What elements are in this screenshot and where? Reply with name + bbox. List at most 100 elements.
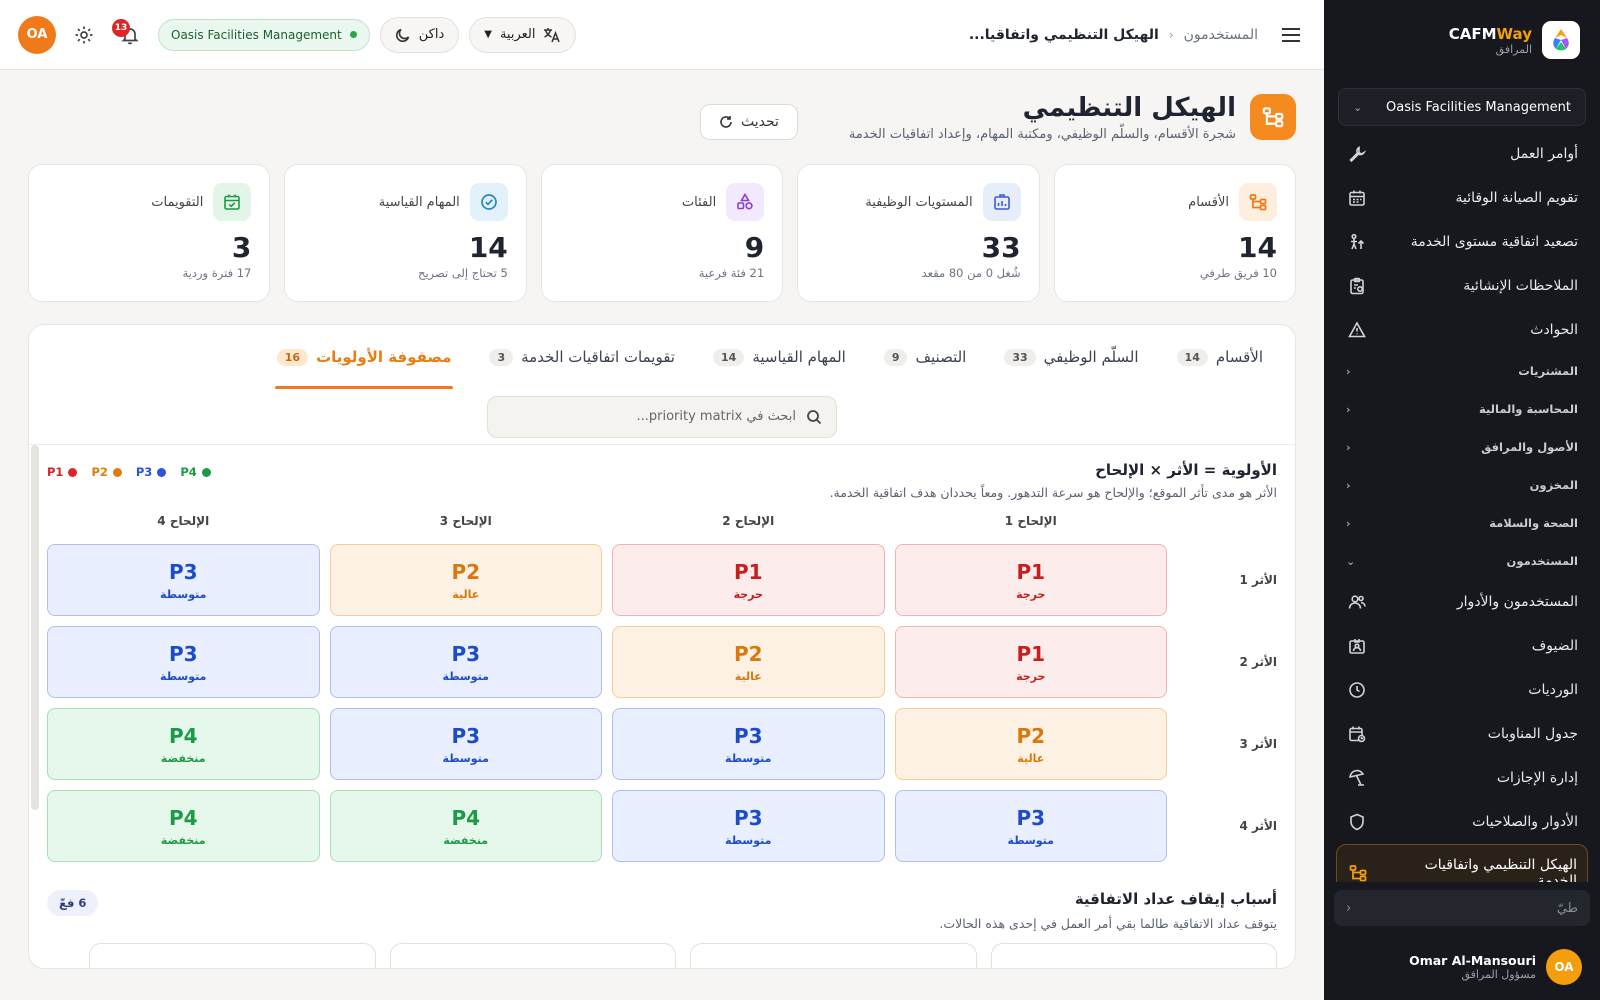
matrix-cell[interactable]: P2 عالية <box>329 544 602 616</box>
tab-5[interactable]: تقويمات اتفاقيات الخدمة 3 <box>487 325 677 389</box>
sidebar-group[interactable]: الصحة والسلامة ‹ <box>1336 504 1588 542</box>
sidebar-item-shield[interactable]: الأدوار والصلاحيات <box>1336 800 1588 844</box>
matrix-cell[interactable]: P4 منخفضة <box>47 708 320 780</box>
chevron-down-icon: ⌄ <box>1353 100 1363 114</box>
tab-2[interactable]: السلّم الوظيفي 33 <box>1002 325 1140 389</box>
refresh-button[interactable]: تحديث <box>700 104 798 140</box>
chevron-left-icon: ‹ <box>1346 364 1351 378</box>
tab-6[interactable]: مصفوفة الأولويات 16 <box>274 325 454 389</box>
guest-badge-icon <box>1346 635 1368 657</box>
moon-icon <box>395 28 410 42</box>
stat-label: التقويمات <box>151 194 204 210</box>
priority-matrix: الإلحاح 1 الإلحاح 2 الإلحاح 3 الإلحاح 4 الأث… <box>47 514 1277 862</box>
user-profile[interactable]: OA Omar Al-Mansouri مسؤول المرافق <box>1324 934 1600 1000</box>
sidebar-item-guest-badge[interactable]: الضيوف <box>1336 624 1588 668</box>
priority-code: P3 <box>1016 805 1046 830</box>
legend-dot-icon <box>112 467 122 477</box>
reasons-title: أسباب إيقاف عداد الاتفاقية <box>1074 890 1277 908</box>
matrix-cell[interactable]: P3 متوسطة <box>329 708 602 780</box>
scrollbar[interactable] <box>31 445 39 810</box>
sidebar-item-label: تقويم الصيانة الوقائية <box>1455 190 1579 206</box>
avatar[interactable]: OA <box>18 15 56 54</box>
warning-icon <box>1346 319 1368 341</box>
reason-card[interactable] <box>389 943 676 968</box>
brand-name: CAFMWay <box>1448 24 1532 43</box>
matrix-corner <box>1177 514 1277 534</box>
tab-4[interactable]: المهام القياسية 14 <box>711 325 848 389</box>
breadcrumb-parent[interactable]: المستخدمون <box>1183 26 1258 43</box>
sidebar-item-escalation[interactable]: تصعيد اتفاقية مستوى الخدمة <box>1336 220 1588 264</box>
matrix-cell[interactable]: P3 متوسطة <box>612 790 885 862</box>
breadcrumb-current: الهيكل التنظيمي واتفاقيا... <box>968 26 1159 43</box>
matrix-cell[interactable]: P3 متوسطة <box>47 544 320 616</box>
sidebar-item-clock[interactable]: الورديات <box>1336 668 1588 712</box>
tasks-icon <box>469 183 508 221</box>
sidebar-group[interactable]: المخزون ‹ <box>1336 466 1588 504</box>
matrix-cell[interactable]: P1 حرجة <box>894 544 1167 616</box>
reason-card[interactable] <box>690 943 977 968</box>
priority-level: منخفضة <box>160 751 206 765</box>
priority-level: منخفضة <box>160 833 206 847</box>
legend-dot-icon <box>201 467 211 477</box>
brand[interactable]: CAFMWay المرافق <box>1324 0 1600 80</box>
organization-select[interactable]: Oasis Facilities Management ⌄ <box>1338 88 1586 126</box>
sidebar-item-org-structure[interactable]: الهيكل التنظيمي واتفاقيات الخدمة <box>1336 844 1588 882</box>
legend-item: P3 <box>136 465 167 479</box>
tab-label: الأقسام <box>1215 348 1263 366</box>
language-select[interactable]: العربية ▼ <box>469 16 577 53</box>
sidebar-item-wrench[interactable]: أوامر العمل <box>1336 132 1588 176</box>
search-input[interactable] <box>502 409 796 424</box>
matrix-cell[interactable]: P3 متوسطة <box>894 790 1167 862</box>
matrix-column-header: الإلحاح 3 <box>439 514 492 528</box>
reasons-description: يتوقف عداد الاتفاقية طالما بقي أمر العمل… <box>939 916 1277 931</box>
reasons-count-badge: 6 فعّ <box>47 890 99 916</box>
chevron-left-icon: ‹ <box>1346 900 1352 916</box>
tab-3[interactable]: التصنيف 9 <box>882 325 969 389</box>
sidebar-collapse-button[interactable]: طيّ ‹ <box>1334 890 1590 926</box>
priority-code: P3 <box>733 723 763 748</box>
tab-count-badge: 14 <box>713 348 745 366</box>
matrix-cell[interactable]: P3 متوسطة <box>612 708 885 780</box>
tab-1[interactable]: الأقسام 14 <box>1175 325 1265 389</box>
sidebar-item-leave[interactable]: إدارة الإجازات <box>1336 756 1588 800</box>
priority-code: P1 <box>733 559 763 584</box>
matrix-cell[interactable]: P4 منخفضة <box>329 790 602 862</box>
matrix-cell[interactable]: P2 عالية <box>894 708 1167 780</box>
stat-subtext: 17 فترة وردية <box>182 266 252 280</box>
matrix-cell[interactable]: P2 عالية <box>612 626 885 698</box>
matrix-row-header: الأثر 4 <box>1239 819 1277 833</box>
matrix-cell[interactable]: P1 حرجة <box>894 626 1167 698</box>
matrix-cell[interactable]: P1 حرجة <box>612 544 885 616</box>
sidebar-item-calendar[interactable]: تقويم الصيانة الوقائية <box>1336 176 1588 220</box>
brand-logo-icon <box>1542 21 1580 59</box>
sidebar-group-users[interactable]: المستخدمون ⌄ <box>1336 542 1588 580</box>
sidebar-group[interactable]: الأصول والمرافق ‹ <box>1336 428 1588 466</box>
org-structure-icon <box>1347 862 1369 882</box>
notifications-button[interactable]: 13 <box>112 17 148 53</box>
reason-card[interactable] <box>990 943 1277 968</box>
reason-card[interactable] <box>89 943 376 968</box>
sidebar-item-warning[interactable]: الحوادث <box>1336 308 1588 352</box>
sidebar: CAFMWay المرافق Oasis Facilities Managem… <box>1324 0 1600 1000</box>
sidebar-item-users[interactable]: المستخدمون والأدوار <box>1336 580 1588 624</box>
sidebar-item-label: الضيوف <box>1531 638 1578 654</box>
sidebar-item-label: الهيكل التنظيمي واتفاقيات الخدمة <box>1424 857 1577 882</box>
sidebar-item-schedule[interactable]: جدول المناوبات <box>1336 712 1588 756</box>
theme-toggle-button[interactable]: داكن <box>379 16 460 53</box>
sidebar-group-label: المحاسبة والمالية <box>1479 402 1578 416</box>
matrix-cell[interactable]: P3 متوسطة <box>329 626 602 698</box>
sidebar-item-clipboard[interactable]: الملاحظات الإنشائية <box>1336 264 1588 308</box>
tab-label: مصفوفة الأولويات <box>316 348 452 366</box>
user-role: مسؤول المرافق <box>1461 968 1536 981</box>
search-field[interactable] <box>487 395 837 438</box>
stat-card: الأقسام 14 10 فريق طرفي <box>1053 164 1296 302</box>
menu-button[interactable] <box>1276 20 1306 50</box>
sidebar-item-label: أوامر العمل <box>1510 146 1578 162</box>
sidebar-group[interactable]: المحاسبة والمالية ‹ <box>1336 390 1588 428</box>
matrix-cell[interactable]: P3 متوسطة <box>47 626 320 698</box>
sidebar-group[interactable]: المشتريات ‹ <box>1336 352 1588 390</box>
matrix-cell[interactable]: P4 منخفضة <box>47 790 320 862</box>
settings-button[interactable] <box>66 17 102 53</box>
priority-level: متوسطة <box>725 751 772 765</box>
sidebar-group-label: الأصول والمرافق <box>1481 440 1578 454</box>
